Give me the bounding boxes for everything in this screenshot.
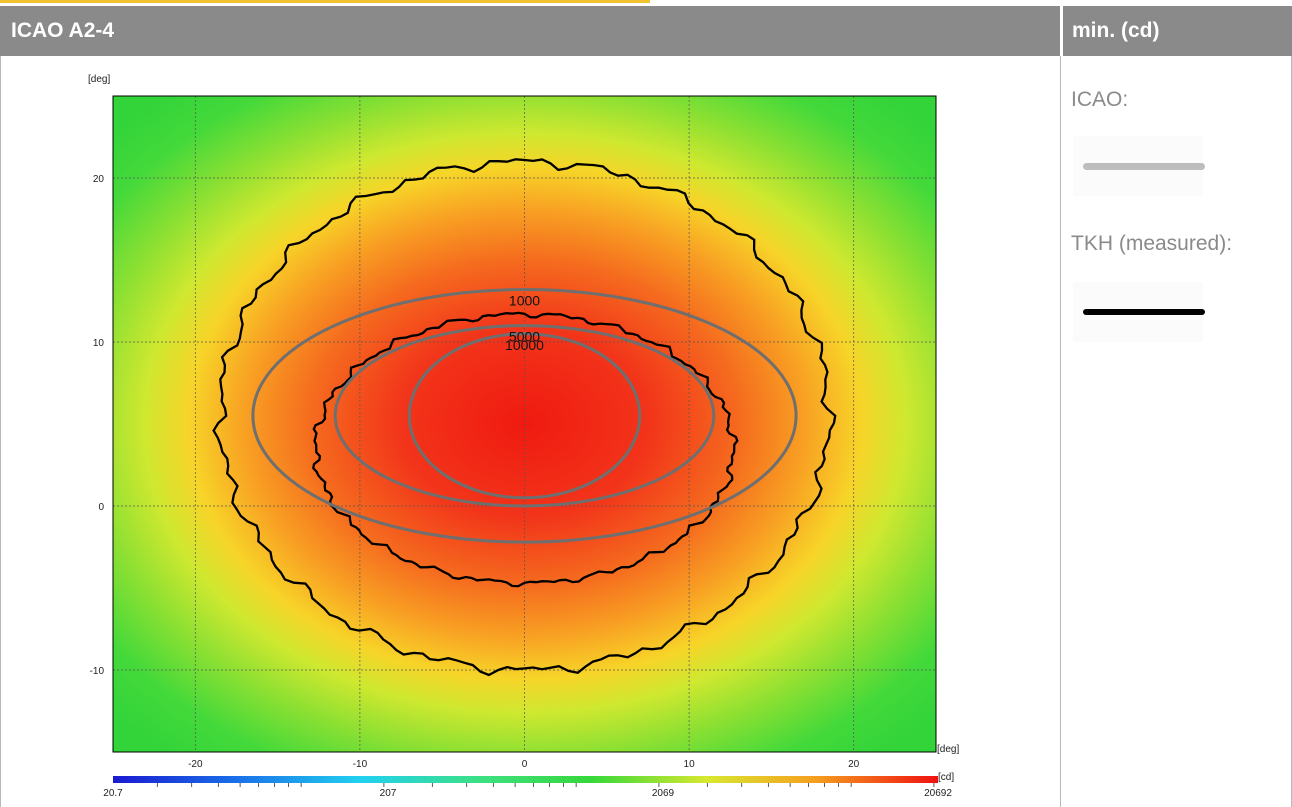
icao-legend-line — [1083, 163, 1205, 170]
colorbar-tick-label: 20.7 — [103, 788, 123, 799]
x-tick-label: 20 — [848, 759, 860, 770]
x-unit-label: [deg] — [937, 744, 959, 755]
x-tick-label: -20 — [188, 759, 203, 770]
table-header: ICAO A2-4 min. (cd) — [0, 6, 1292, 56]
axis-ticks: -20 -10 0 10 20 -10 0 10 20 — [90, 174, 860, 770]
colorbar-unit: [cd] — [938, 772, 954, 783]
measured-legend-swatch — [1073, 282, 1205, 342]
chart-cell — [0, 56, 1061, 807]
colorbar-ticks: 20.7 207 2069 20692 — [103, 783, 952, 799]
side-column-title: min. (cd) — [1072, 19, 1160, 42]
measured-contours — [212, 158, 837, 677]
grid-lines — [113, 96, 936, 752]
legend-cell: ICAO: TKH (measured): — [1061, 56, 1292, 807]
x-tick-label: -10 — [353, 759, 368, 770]
x-tick-label: 10 — [684, 759, 696, 770]
colorbar-tick-label: 2069 — [652, 788, 675, 799]
accent-line — [0, 0, 650, 3]
icao-ellipse-label: 5000 — [509, 329, 540, 345]
header-separator — [1060, 6, 1063, 56]
measured-legend-line — [1083, 309, 1205, 315]
x-tick-label: 0 — [522, 759, 528, 770]
icao-ellipse — [407, 332, 642, 500]
measured-legend-label: TKH (measured): — [1071, 232, 1233, 255]
icao-legend-label: ICAO: — [1071, 88, 1129, 111]
icao-legend-swatch — [1073, 136, 1205, 196]
y-tick-label: 20 — [93, 174, 105, 185]
y-unit-label: [deg] — [88, 74, 110, 85]
icao-ellipse — [333, 324, 716, 508]
y-tick-label: 10 — [93, 338, 105, 349]
measured-contour — [212, 158, 837, 677]
y-tick-label: -10 — [90, 666, 105, 677]
measured-contour — [312, 311, 739, 588]
y-tick-label: 0 — [98, 502, 104, 513]
icao-ellipse — [251, 288, 798, 544]
icao-isocandela-ellipses — [251, 288, 798, 544]
icao-ellipse-label: 10000 — [505, 337, 544, 353]
table-title: ICAO A2-4 — [11, 19, 115, 42]
plot-area — [113, 96, 936, 752]
colorbar-tick-label: 20692 — [924, 788, 952, 799]
icao-ellipse-label: 1000 — [509, 293, 540, 309]
plot-frame — [112, 95, 937, 753]
colorbar — [113, 776, 938, 783]
colorbar-tick-label: 207 — [380, 788, 397, 799]
